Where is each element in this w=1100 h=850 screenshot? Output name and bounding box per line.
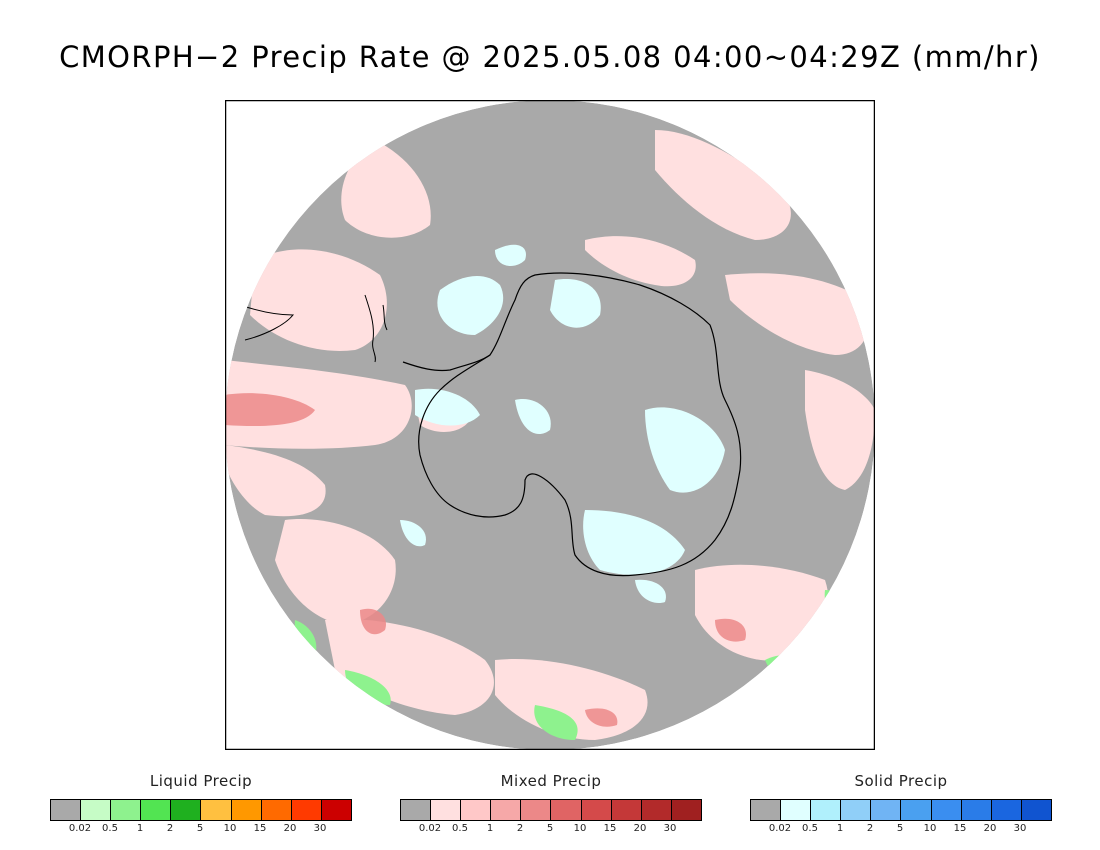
solid-tick-label: 0.02 xyxy=(768,823,792,834)
liquid-swatch-8 xyxy=(291,800,322,820)
liquid-swatch-0 xyxy=(51,800,82,820)
solid-swatch-1 xyxy=(781,800,812,820)
mixed-precip-moderate xyxy=(225,393,746,727)
landmass-fragment xyxy=(239,304,295,341)
mixed-swatch-0 xyxy=(401,800,432,820)
mixed-tick-label: 15 xyxy=(603,823,617,834)
liquid-tick-label: 30 xyxy=(313,823,327,834)
mixed-tick-label: 5 xyxy=(546,823,554,834)
mixed-swatch-3 xyxy=(491,800,522,820)
solid-swatch-8 xyxy=(991,800,1022,820)
mixed-tick-label: 1 xyxy=(486,823,494,834)
legend-mixed: Mixed Precip 0.02 0.5 1 2 5 10 15 20 30 xyxy=(400,772,702,837)
solid-swatch-5 xyxy=(901,800,932,820)
mixed-swatch-8 xyxy=(641,800,672,820)
solid-tick-label: 2 xyxy=(866,823,874,834)
liquid-swatch-2 xyxy=(111,800,142,820)
legend-solid-title: Solid Precip xyxy=(854,772,948,790)
mixed-tick-label: 20 xyxy=(633,823,647,834)
mixed-swatch-2 xyxy=(461,800,492,820)
solid-tick-label: 15 xyxy=(953,823,967,834)
liquid-tick-label: 1 xyxy=(136,823,144,834)
solid-tick-label: 10 xyxy=(923,823,937,834)
solid-tick-label: 0.5 xyxy=(802,823,818,834)
liquid-tick-label: 15 xyxy=(253,823,267,834)
liquid-swatch-4 xyxy=(171,800,202,820)
mixed-swatch-7 xyxy=(611,800,642,820)
mixed-tick-label: 2 xyxy=(516,823,524,834)
map-border xyxy=(225,100,875,750)
mixed-tick-label: 0.02 xyxy=(418,823,442,834)
legend-mixed-title: Mixed Precip xyxy=(500,772,602,790)
liquid-tick-label: 2 xyxy=(166,823,174,834)
polar-map-svg xyxy=(225,100,875,750)
mixed-tick-label: 0.5 xyxy=(452,823,468,834)
liquid-tick-label: 10 xyxy=(223,823,237,834)
solid-precip-areas xyxy=(400,244,725,604)
mixed-swatch-1 xyxy=(431,800,462,820)
precip-map xyxy=(225,100,875,750)
solid-swatch-7 xyxy=(961,800,992,820)
solid-swatch-9 xyxy=(1021,800,1051,820)
mixed-tick-label: 30 xyxy=(663,823,677,834)
liquid-swatch-3 xyxy=(141,800,172,820)
liquid-tick-label: 20 xyxy=(283,823,297,834)
map-title: CMORPH−2 Precip Rate @ 2025.05.08 04:00~… xyxy=(59,40,1041,74)
antarctic-peninsula xyxy=(402,354,491,372)
solid-tick-label: 30 xyxy=(1013,823,1027,834)
south-america-coastline xyxy=(364,294,388,363)
liquid-tick-label: 0.02 xyxy=(68,823,92,834)
legend-liquid-title: Liquid Precip xyxy=(149,772,253,790)
legend-liquid: Liquid Precip 0.02 0.5 1 2 5 10 15 20 30 xyxy=(50,772,352,837)
solid-tick-label: 1 xyxy=(836,823,844,834)
solid-swatch-6 xyxy=(931,800,962,820)
solid-tick-label: 5 xyxy=(896,823,904,834)
mixed-swatch-9 xyxy=(671,800,701,820)
mixed-swatch-5 xyxy=(551,800,582,820)
legend-solid: Solid Precip 0.02 0.5 1 2 5 10 15 20 30 xyxy=(750,772,1052,837)
mixed-swatch-6 xyxy=(581,800,612,820)
liquid-tick-label: 5 xyxy=(196,823,204,834)
liquid-swatch-5 xyxy=(201,800,232,820)
legend-mixed-colorbar xyxy=(400,799,702,821)
legend-solid-ticks: 0.02 0.5 1 2 5 10 15 20 30 xyxy=(750,823,1050,837)
solid-swatch-4 xyxy=(871,800,902,820)
antarctica-coastline xyxy=(418,272,742,577)
liquid-swatch-6 xyxy=(231,800,262,820)
liquid-tick-label: 0.5 xyxy=(102,823,118,834)
solid-swatch-2 xyxy=(811,800,842,820)
solid-tick-label: 20 xyxy=(983,823,997,834)
mixed-tick-label: 10 xyxy=(573,823,587,834)
legend-solid-colorbar xyxy=(750,799,1052,821)
liquid-swatch-1 xyxy=(81,800,112,820)
solid-swatch-0 xyxy=(751,800,782,820)
legend-liquid-colorbar xyxy=(50,799,352,821)
solid-swatch-3 xyxy=(841,800,872,820)
liquid-swatch-9 xyxy=(321,800,351,820)
liquid-swatch-7 xyxy=(261,800,292,820)
legend-liquid-ticks: 0.02 0.5 1 2 5 10 15 20 30 xyxy=(50,823,350,837)
mixed-swatch-4 xyxy=(521,800,552,820)
legend-mixed-ticks: 0.02 0.5 1 2 5 10 15 20 30 xyxy=(400,823,700,837)
